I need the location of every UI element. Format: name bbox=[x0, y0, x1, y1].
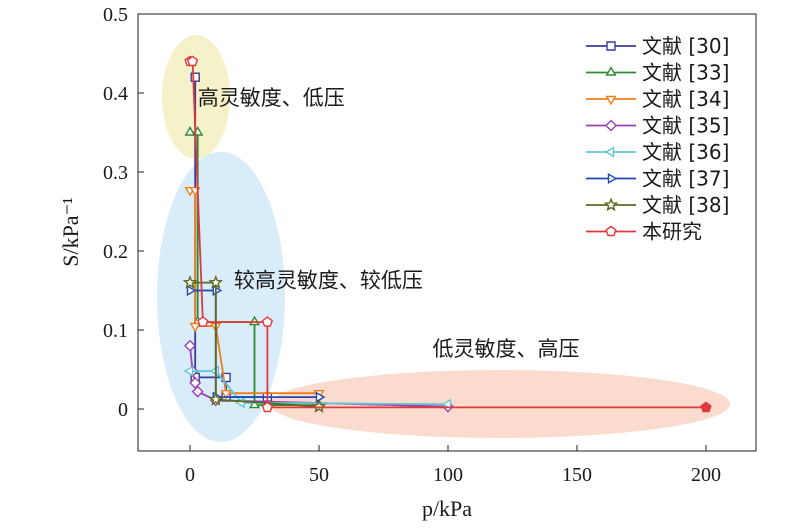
y-axis-label: S/kPa⁻¹ bbox=[58, 197, 83, 267]
data-point bbox=[182, 275, 198, 289]
legend-label: 文献 [33] bbox=[642, 61, 729, 85]
legend-entry: 文献 [35] bbox=[586, 114, 729, 138]
legend-label: 文献 [38] bbox=[642, 193, 729, 217]
legend-entry: 文献 [34] bbox=[586, 87, 729, 111]
legend-marker bbox=[605, 225, 617, 237]
data-point bbox=[186, 284, 197, 297]
legend-entry: 文献 [30] bbox=[586, 34, 729, 58]
data-point bbox=[189, 376, 202, 389]
legend-marker bbox=[605, 95, 617, 106]
x-tick-label: 0 bbox=[185, 464, 195, 486]
data-point bbox=[184, 339, 196, 352]
data-point bbox=[191, 385, 204, 398]
legend-entry: 文献 [38] bbox=[586, 193, 729, 217]
legend-marker bbox=[603, 197, 619, 212]
region-annotation: 高灵敏度、低压 bbox=[198, 86, 345, 110]
legend-label: 本研究 bbox=[642, 220, 702, 244]
data-point bbox=[311, 399, 327, 413]
data-point bbox=[197, 316, 209, 327]
plot-frame bbox=[137, 13, 757, 452]
series-line bbox=[190, 370, 449, 406]
y-tick-label: 0.5 bbox=[103, 4, 128, 26]
data-point bbox=[248, 398, 261, 409]
region-low-sensitivity-high-pressure bbox=[270, 370, 730, 438]
series-8 bbox=[184, 55, 712, 413]
legend-marker bbox=[605, 119, 617, 132]
y-tick-label: 0.3 bbox=[103, 162, 128, 184]
series-5 bbox=[183, 365, 452, 410]
data-point bbox=[186, 55, 199, 67]
legend-entry: 文献 [36] bbox=[586, 140, 729, 164]
data-point bbox=[220, 390, 232, 400]
data-point bbox=[261, 401, 274, 413]
axis-ticks: 0 50 100 150 200 0 0.1 0.2 0.3 0.4 0.5 bbox=[103, 4, 721, 486]
legend-entry: 文献 [33] bbox=[586, 61, 729, 85]
legend-marker bbox=[605, 66, 617, 76]
legend: 文献 [30] 文献 [33]文献 [34] 文献 [35]文献 [36] 文献 [3… bbox=[586, 34, 729, 244]
x-tick-label: 200 bbox=[691, 464, 721, 486]
legend-marker bbox=[607, 172, 618, 185]
region-annotation: 较高灵敏度、较低压 bbox=[234, 268, 423, 292]
highlight-regions bbox=[157, 35, 730, 442]
data-point bbox=[315, 391, 326, 403]
series-layer bbox=[182, 55, 712, 413]
data-point bbox=[184, 126, 196, 136]
x-axis-label: p/kPa bbox=[422, 496, 472, 521]
data-point bbox=[208, 391, 224, 406]
x-tick-label: 50 bbox=[309, 464, 329, 486]
region-annotation: 低灵敏度、高压 bbox=[433, 337, 580, 361]
y-tick-label: 0.4 bbox=[103, 83, 128, 105]
legend-entry: 本研究 bbox=[586, 220, 702, 244]
data-point bbox=[208, 275, 224, 289]
legend-label: 文献 [30] bbox=[642, 34, 729, 58]
legend-label: 文献 [37] bbox=[642, 167, 729, 191]
y-tick-label: 0.2 bbox=[103, 241, 128, 263]
y-tick-label: 0 bbox=[118, 399, 128, 421]
data-point bbox=[189, 322, 201, 333]
legend-marker bbox=[604, 146, 615, 158]
legend-label: 文献 [36] bbox=[642, 140, 729, 164]
data-point bbox=[183, 365, 194, 377]
legend-label: 文献 [34] bbox=[642, 87, 729, 111]
legend-entry: 文献 [37] bbox=[586, 167, 729, 191]
x-tick-label: 150 bbox=[562, 464, 592, 486]
data-point bbox=[441, 398, 452, 410]
legend-marker bbox=[606, 41, 616, 51]
x-tick-label: 100 bbox=[433, 464, 463, 486]
y-tick-label: 0.1 bbox=[103, 320, 128, 342]
legend-label: 文献 [35] bbox=[642, 114, 729, 138]
data-point bbox=[700, 401, 712, 413]
data-point bbox=[261, 316, 274, 327]
